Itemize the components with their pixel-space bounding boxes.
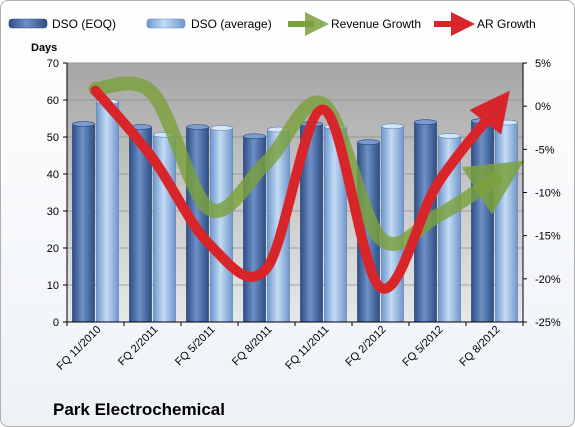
bar-dso-average-2 (210, 125, 233, 323)
legend: DSO (EOQ) DSO (average) Revenue Growth A… (8, 12, 536, 36)
bar-dso-eoq-1 (129, 124, 152, 323)
x-tick-label: FQ 5/2011 (173, 324, 218, 369)
bar-dso-average-7 (495, 119, 518, 323)
bar-top (414, 119, 437, 125)
legend-swatch-dso-eoq (8, 18, 48, 29)
x-tick-label: FQ 8/2011 (230, 324, 275, 369)
bar-body (210, 127, 233, 323)
y-tick-label: 40 (47, 169, 59, 181)
x-tick-label: FQ 8/2012 (457, 324, 502, 369)
y-tick-label: 10 (47, 280, 59, 292)
legend-label-dso-average: DSO (average) (191, 17, 272, 31)
x-tick-label: FQ 11/2010 (55, 324, 104, 373)
legend-swatch-dso-average (146, 18, 186, 29)
y-tick-label: 50 (47, 132, 59, 144)
bar-top (438, 133, 461, 139)
bar-top (381, 123, 404, 130)
chart-title: Park Electrochemical (53, 400, 225, 419)
y-tick-label: 0 (53, 317, 59, 329)
y2-tick-label: -5% (535, 144, 555, 156)
legend-label-dso-eoq: DSO (EOQ) (52, 17, 116, 31)
x-tick-label: FQ 2/2011 (116, 324, 161, 369)
y-tick-label: 70 (47, 58, 59, 70)
x-tick-label: FQ 5/2012 (400, 324, 445, 369)
legend-item-revenue-growth: Revenue Growth (288, 12, 421, 36)
y-tick-label: 60 (47, 95, 59, 107)
bar-top (495, 119, 518, 126)
y-tick-label: 30 (47, 206, 59, 218)
bar-dso-eoq-0 (72, 121, 95, 323)
bar-dso-eoq-7 (471, 118, 494, 323)
legend-item-ar-growth: AR Growth (434, 12, 536, 36)
lines (88, 76, 525, 294)
y2-tick-label: 0% (535, 101, 551, 113)
legend-label-ar-growth: AR Growth (477, 17, 536, 31)
bar-top (72, 121, 95, 127)
bar-dso-average-0 (96, 99, 119, 323)
bar-top (186, 124, 209, 130)
y2-tick-label: 5% (535, 58, 551, 70)
y-tick-label: 20 (47, 243, 59, 255)
y2-tick-label: -15% (535, 231, 561, 243)
legend-item-dso-eoq: DSO (EOQ) (8, 17, 116, 31)
bar-body (471, 120, 494, 323)
y-axis-title: Days (31, 42, 57, 54)
y2-tick-label: -25% (535, 317, 561, 329)
bar-top (243, 133, 266, 140)
line-ar-growth (90, 85, 510, 294)
bar-body (495, 122, 518, 323)
y2-tick-label: -10% (535, 188, 561, 200)
x-tick-label: FQ 11/2011 (283, 324, 331, 372)
legend-label-revenue-growth: Revenue Growth (331, 17, 421, 31)
bar-top (210, 125, 233, 131)
bar-top (357, 139, 380, 145)
legend-item-dso-average: DSO (average) (146, 17, 272, 31)
bar-body (96, 101, 119, 323)
y2-tick-label: -20% (535, 274, 561, 286)
x-tick-label: FQ 2/2012 (343, 324, 388, 369)
bar-body (72, 123, 95, 323)
